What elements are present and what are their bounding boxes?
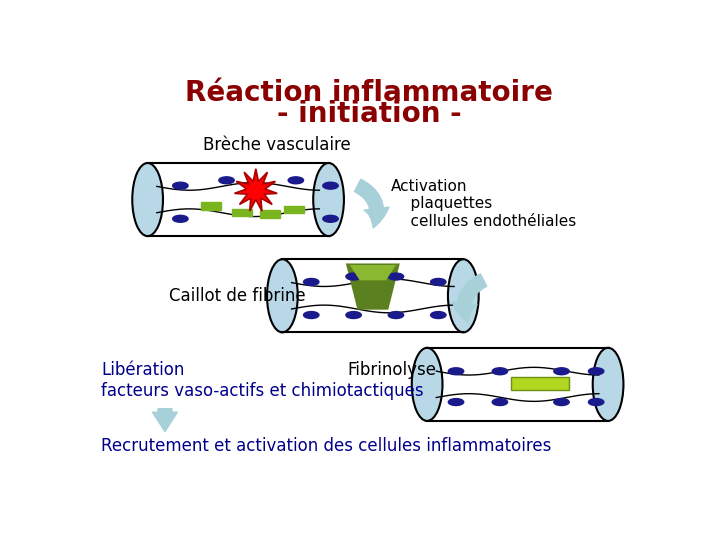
Ellipse shape [593, 348, 624, 421]
Text: Fibrinolyse: Fibrinolyse [348, 361, 436, 379]
Bar [232, 209, 252, 217]
Ellipse shape [449, 368, 464, 375]
Ellipse shape [588, 399, 604, 406]
Ellipse shape [492, 368, 508, 375]
Ellipse shape [492, 399, 508, 406]
Bar [427, 348, 608, 421]
Ellipse shape [173, 182, 188, 189]
Text: Activation
    plaquettes
    cellules endothéliales: Activation plaquettes cellules endothéli… [390, 179, 576, 228]
Ellipse shape [431, 312, 446, 319]
Ellipse shape [173, 215, 188, 222]
Ellipse shape [449, 399, 464, 406]
Ellipse shape [304, 312, 319, 319]
Ellipse shape [323, 215, 338, 222]
Ellipse shape [346, 312, 361, 319]
FancyArrowPatch shape [452, 274, 487, 322]
Polygon shape [350, 265, 396, 280]
Ellipse shape [388, 273, 404, 280]
Ellipse shape [288, 177, 304, 184]
Text: - initiation -: - initiation - [276, 100, 462, 128]
Bar [282, 259, 464, 333]
Ellipse shape [388, 312, 404, 319]
Ellipse shape [267, 259, 298, 333]
Ellipse shape [323, 182, 338, 189]
Ellipse shape [313, 163, 344, 236]
Ellipse shape [132, 163, 163, 236]
Text: Caillot de fibrine: Caillot de fibrine [168, 287, 305, 305]
Polygon shape [346, 264, 400, 309]
Ellipse shape [219, 177, 234, 184]
Ellipse shape [588, 368, 604, 375]
Text: Recrutement et activation des cellules inflammatoires: Recrutement et activation des cellules i… [101, 437, 552, 455]
Ellipse shape [346, 273, 361, 280]
Ellipse shape [554, 399, 570, 406]
Bar [201, 202, 221, 210]
Text: Brèche vasculaire: Brèche vasculaire [203, 137, 351, 154]
Bar [261, 211, 281, 218]
Text: Réaction inflammatoire: Réaction inflammatoire [185, 79, 553, 107]
Ellipse shape [554, 368, 570, 375]
Bar [511, 377, 570, 390]
Ellipse shape [304, 279, 319, 286]
Text: Libération
facteurs vaso-actifs et chimiotactiques: Libération facteurs vaso-actifs et chimi… [101, 361, 423, 400]
FancyArrowPatch shape [153, 409, 177, 431]
Ellipse shape [412, 348, 443, 421]
Bar [148, 163, 328, 236]
Ellipse shape [431, 279, 446, 286]
Bar [284, 206, 305, 213]
Ellipse shape [448, 259, 479, 333]
FancyArrowPatch shape [354, 179, 389, 228]
Polygon shape [235, 168, 277, 211]
